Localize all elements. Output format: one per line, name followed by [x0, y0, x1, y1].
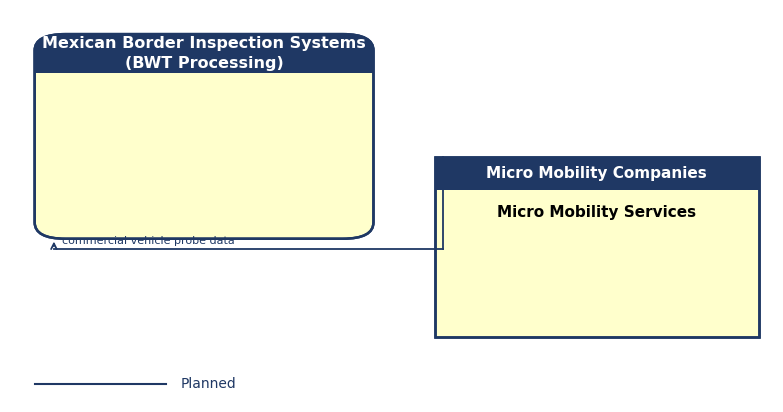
Text: Micro Mobility Companies: Micro Mobility Companies	[486, 166, 707, 181]
Bar	[435, 157, 759, 337]
Bar	[34, 52, 373, 73]
Text: Micro Mobility Services: Micro Mobility Services	[497, 206, 696, 220]
FancyBboxPatch shape	[34, 34, 373, 73]
Text: commercial vehicle probe data: commercial vehicle probe data	[62, 236, 234, 246]
Bar	[435, 157, 759, 190]
Text: Mexican Border Inspection Systems
(BWT Processing): Mexican Border Inspection Systems (BWT P…	[42, 36, 366, 71]
Bar	[435, 157, 759, 337]
Text: Planned: Planned	[181, 377, 236, 391]
FancyBboxPatch shape	[34, 34, 373, 239]
